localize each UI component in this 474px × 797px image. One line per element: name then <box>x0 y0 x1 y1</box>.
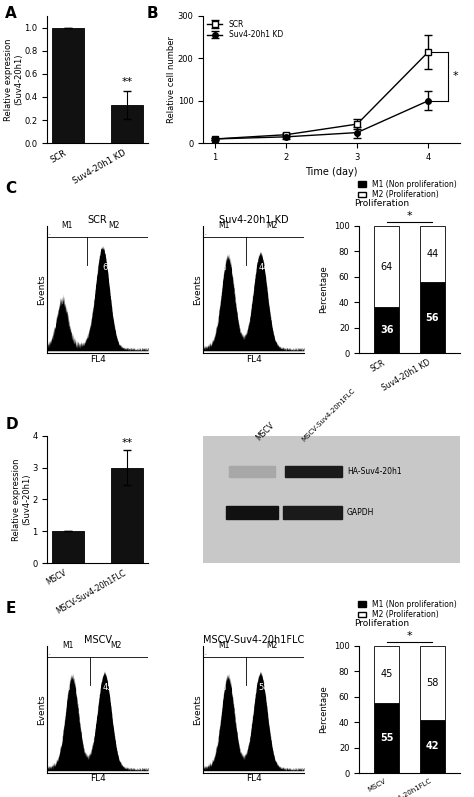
Bar <box>285 466 342 477</box>
Title: MSCV-Suv4-20h1FLC: MSCV-Suv4-20h1FLC <box>203 635 304 645</box>
Text: M2: M2 <box>110 641 121 650</box>
Bar <box>374 646 399 703</box>
Text: 64: 64 <box>381 261 393 272</box>
Text: 56: 56 <box>426 312 439 323</box>
Text: 42: 42 <box>426 741 439 752</box>
Text: E: E <box>5 601 16 616</box>
Legend: M1 (Non proliferation), M2 (Proliferation): M1 (Non proliferation), M2 (Proliferatio… <box>358 599 456 619</box>
Y-axis label: Events: Events <box>193 274 202 304</box>
Text: *: * <box>452 72 458 81</box>
Bar <box>111 468 144 563</box>
Bar <box>111 105 144 143</box>
Text: A: A <box>5 6 17 21</box>
Bar <box>52 28 84 143</box>
Y-axis label: Events: Events <box>37 274 46 304</box>
X-axis label: FL4: FL4 <box>246 775 262 783</box>
Text: M1: M1 <box>62 641 73 650</box>
Text: 55: 55 <box>380 733 393 743</box>
Legend: SCR, Suv4-20h1 KD: SCR, Suv4-20h1 KD <box>207 20 283 39</box>
Bar <box>420 226 445 282</box>
Title: MSCV: MSCV <box>84 635 112 645</box>
Bar <box>52 532 84 563</box>
Y-axis label: Percentage: Percentage <box>319 265 328 313</box>
Text: B: B <box>147 6 158 21</box>
Text: 56%: 56% <box>209 264 227 273</box>
Text: M2: M2 <box>266 221 277 230</box>
Legend: M1 (Non proliferation), M2 (Proliferation): M1 (Non proliferation), M2 (Proliferatio… <box>358 179 456 199</box>
Text: MSCV: MSCV <box>255 420 276 442</box>
Y-axis label: Relative expression
(Suv4-20h1): Relative expression (Suv4-20h1) <box>11 458 31 540</box>
Bar <box>374 226 399 308</box>
Text: *: * <box>407 211 412 221</box>
Text: 55%: 55% <box>53 683 71 693</box>
Text: .: . <box>204 231 206 236</box>
Text: 44: 44 <box>426 249 438 259</box>
Text: 36%: 36% <box>53 264 71 273</box>
Bar <box>420 646 445 720</box>
Bar <box>420 720 445 773</box>
Bar <box>374 703 399 773</box>
Text: M2: M2 <box>266 641 277 650</box>
Text: 36: 36 <box>380 325 393 336</box>
Text: **: ** <box>121 438 133 448</box>
Text: **: ** <box>121 77 133 87</box>
Bar <box>229 466 275 477</box>
Text: M2: M2 <box>108 221 119 230</box>
Text: GAPDH: GAPDH <box>347 508 374 516</box>
X-axis label: FL4: FL4 <box>90 355 106 363</box>
Text: 64%: 64% <box>103 264 121 273</box>
Text: 42%: 42% <box>209 683 227 693</box>
Text: M1: M1 <box>218 641 229 650</box>
Text: 58: 58 <box>426 677 438 688</box>
Text: M1: M1 <box>61 221 73 230</box>
X-axis label: FL4: FL4 <box>90 775 106 783</box>
X-axis label: Time (day): Time (day) <box>305 167 358 178</box>
Bar <box>283 506 342 519</box>
Text: 45%: 45% <box>103 683 121 693</box>
Text: MSCV-Suv4-20h1FLC: MSCV-Suv4-20h1FLC <box>301 387 356 442</box>
Text: 58%: 58% <box>259 683 277 693</box>
Y-axis label: Relative cell number: Relative cell number <box>167 36 176 123</box>
Text: HA-Suv4-20h1: HA-Suv4-20h1 <box>347 467 401 476</box>
Text: D: D <box>5 417 18 432</box>
Text: .: . <box>204 651 206 656</box>
Y-axis label: Events: Events <box>193 694 202 724</box>
Text: .: . <box>48 651 50 656</box>
Y-axis label: Relative expression
(Suv4-20h1): Relative expression (Suv4-20h1) <box>4 38 23 121</box>
Bar <box>227 506 278 519</box>
Bar <box>374 308 399 353</box>
Text: .: . <box>48 231 50 236</box>
Title: Suv4-20h1 KD: Suv4-20h1 KD <box>219 215 288 225</box>
Text: *: * <box>407 630 412 641</box>
Y-axis label: Events: Events <box>37 694 46 724</box>
Text: 45: 45 <box>381 669 393 680</box>
Text: C: C <box>5 182 16 196</box>
Text: M1: M1 <box>218 221 229 230</box>
Title: SCR: SCR <box>88 215 108 225</box>
Text: Proliferation: Proliferation <box>354 619 409 628</box>
Bar <box>420 282 445 353</box>
Y-axis label: Percentage: Percentage <box>319 685 328 733</box>
X-axis label: FL4: FL4 <box>246 355 262 363</box>
Text: Proliferation: Proliferation <box>354 199 409 209</box>
Text: 44%: 44% <box>259 264 277 273</box>
